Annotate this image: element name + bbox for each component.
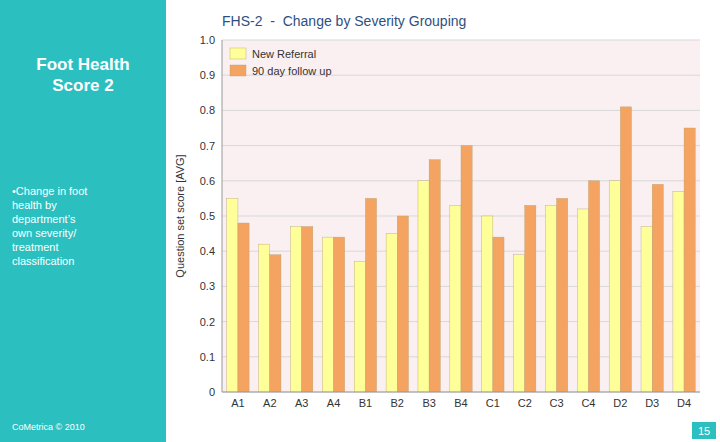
- bar: [641, 227, 652, 392]
- bar: [450, 205, 461, 392]
- x-tick-label: A2: [263, 397, 276, 409]
- bar: [322, 237, 333, 392]
- y-tick-label: 0.8: [200, 104, 215, 116]
- x-tick-label: B3: [422, 397, 435, 409]
- bar: [397, 216, 408, 392]
- bar: [386, 234, 397, 392]
- bar: [461, 146, 472, 392]
- y-tick-label: 0.7: [200, 140, 215, 152]
- chart: Foot Health Score 2 •Change in foot health …: [0, 0, 720, 442]
- bar: [291, 227, 302, 392]
- bar: [334, 237, 345, 392]
- legend-swatch: [230, 65, 246, 76]
- x-tick-label: B4: [454, 397, 467, 409]
- bar: [238, 223, 249, 392]
- x-axis-line: [222, 392, 700, 393]
- bars: [227, 107, 695, 392]
- page-number: 15: [698, 425, 710, 437]
- bar: [482, 216, 493, 392]
- grid-line: [222, 40, 700, 41]
- bar: [557, 198, 568, 392]
- x-tick-label: D4: [677, 397, 691, 409]
- y-tick-label: 1.0: [200, 34, 215, 46]
- bar: [354, 262, 365, 392]
- panel-description: •Change in foot health by department’s own …: [12, 185, 87, 267]
- x-tick-label: D3: [645, 397, 659, 409]
- x-tick-label: C1: [486, 397, 500, 409]
- bar: [418, 181, 429, 392]
- y-tick-label: 0: [209, 386, 215, 398]
- bar: [259, 244, 270, 392]
- bar: [514, 255, 525, 392]
- y-tick-label: 0.3: [200, 280, 215, 292]
- bar: [652, 184, 663, 392]
- bar: [429, 160, 440, 392]
- x-tick-label: C4: [581, 397, 595, 409]
- bar: [493, 237, 504, 392]
- y-tick-label: 0.5: [200, 210, 215, 222]
- x-tick-label: B2: [391, 397, 404, 409]
- bar: [577, 209, 588, 392]
- y-axis-label: Question set score [AVG]: [174, 154, 186, 277]
- x-tick-label: A1: [231, 397, 244, 409]
- panel-heading: Foot Health Score 2: [36, 55, 130, 95]
- bar: [620, 107, 631, 392]
- legend-label: 90 day follow up: [252, 65, 332, 77]
- x-tick-label: A4: [327, 397, 340, 409]
- y-tick-label: 0.6: [200, 175, 215, 187]
- y-tick-label: 0.4: [200, 245, 215, 257]
- text-line: Foot Health: [36, 55, 130, 74]
- text-line: own severity/: [12, 227, 77, 239]
- bar: [588, 181, 599, 392]
- text-line: Score 2: [52, 76, 113, 95]
- grid-line: [222, 392, 700, 393]
- bar: [302, 227, 313, 392]
- x-tick-label: C3: [550, 397, 564, 409]
- chart-title: FHS-2 - Change by Severity Grouping: [222, 13, 466, 29]
- bar: [270, 255, 281, 392]
- x-tick-label: B1: [359, 397, 372, 409]
- y-tick-label: 0.2: [200, 316, 215, 328]
- bar: [609, 181, 620, 392]
- y-axis-line: [222, 40, 223, 392]
- text-line: •Change in foot: [12, 185, 87, 197]
- bar: [545, 205, 556, 392]
- text-line: department’s: [12, 213, 76, 225]
- legend: New Referral 90 day follow up: [230, 48, 332, 77]
- legend-label: New Referral: [252, 48, 316, 60]
- x-tick-label: A3: [295, 397, 308, 409]
- bar: [684, 128, 695, 392]
- text-line: classification: [12, 255, 74, 267]
- x-tick-label: D2: [613, 397, 627, 409]
- y-tick-label: 0.1: [200, 351, 215, 363]
- y-tick-label: 0.9: [200, 69, 215, 81]
- grid: [222, 40, 700, 392]
- bar: [525, 205, 536, 392]
- plot-background: [222, 40, 700, 392]
- side-panel: [0, 0, 166, 442]
- legend-swatch: [230, 48, 246, 59]
- text-line: health by: [12, 199, 57, 211]
- bar: [673, 191, 684, 392]
- bar: [365, 198, 376, 392]
- page-number-box: [692, 422, 716, 439]
- x-tick-label: C2: [518, 397, 532, 409]
- text-line: treatment: [12, 241, 58, 253]
- bar: [227, 198, 238, 392]
- copyright: CoMetrica © 2010: [12, 422, 85, 432]
